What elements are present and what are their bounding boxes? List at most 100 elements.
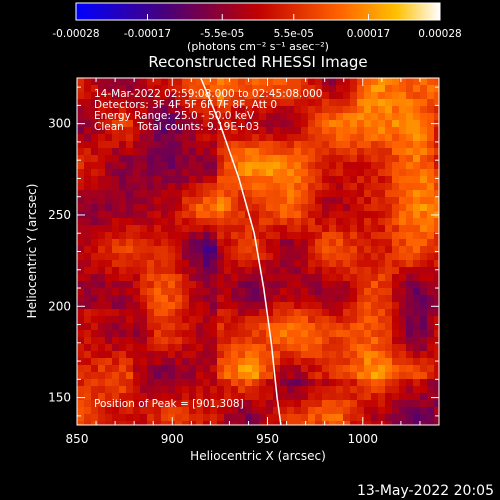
heatmap-cell xyxy=(252,295,260,303)
heatmap-cell xyxy=(322,190,330,198)
heatmap-cell xyxy=(154,218,162,226)
heatmap-cell xyxy=(294,274,302,282)
heatmap-cell xyxy=(315,372,323,380)
heatmap-cell xyxy=(322,232,330,240)
heatmap-cell xyxy=(161,211,169,219)
heatmap-cell xyxy=(147,372,155,380)
heatmap-cell xyxy=(280,323,288,331)
heatmap-cell xyxy=(357,267,365,275)
heatmap-cell xyxy=(266,281,274,289)
heatmap-cell xyxy=(189,232,197,240)
heatmap-cell xyxy=(238,106,246,114)
heatmap-cell xyxy=(357,225,365,233)
heatmap-cell xyxy=(126,148,134,156)
heatmap-cell xyxy=(154,274,162,282)
heatmap-cell xyxy=(196,246,204,254)
heatmap-cell xyxy=(105,190,113,198)
heatmap-cell xyxy=(266,225,274,233)
heatmap-cell xyxy=(98,379,106,387)
heatmap-cell xyxy=(364,260,372,268)
heatmap-cell xyxy=(413,407,421,415)
heatmap-cell xyxy=(350,386,358,394)
heatmap-cell xyxy=(252,148,260,156)
heatmap-cell xyxy=(280,120,288,128)
heatmap-cell xyxy=(294,232,302,240)
heatmap-cell xyxy=(84,148,92,156)
heatmap-cell xyxy=(350,99,358,107)
heatmap-cell xyxy=(315,106,323,114)
heatmap-cell xyxy=(175,141,183,149)
heatmap-cell xyxy=(224,183,232,191)
heatmap-cell xyxy=(378,183,386,191)
heatmap-cell xyxy=(322,141,330,149)
heatmap-cell xyxy=(434,246,439,254)
heatmap-cell xyxy=(168,337,176,345)
heatmap-cell xyxy=(175,400,183,408)
heatmap-cell xyxy=(112,106,120,114)
heatmap-cell xyxy=(273,120,281,128)
heatmap-cell xyxy=(175,302,183,310)
heatmap-cell xyxy=(315,414,323,422)
heatmap-cell xyxy=(126,85,134,93)
heatmap-cell xyxy=(112,127,120,135)
heatmap-cell xyxy=(133,176,141,184)
heatmap-cell xyxy=(140,211,148,219)
heatmap-cell xyxy=(105,197,113,205)
heatmap-cell xyxy=(315,365,323,373)
heatmap-cell xyxy=(231,330,239,338)
heatmap-cell xyxy=(168,92,176,100)
heatmap-cell xyxy=(245,190,253,198)
heatmap-cell xyxy=(343,155,351,163)
heatmap-cell xyxy=(245,218,253,226)
heatmap-cell xyxy=(420,267,428,275)
heatmap-cell xyxy=(119,204,127,212)
heatmap-cell xyxy=(371,295,379,303)
heatmap-cell xyxy=(357,78,365,86)
heatmap-cell xyxy=(378,127,386,135)
heatmap-cell xyxy=(189,309,197,317)
heatmap-cell xyxy=(378,281,386,289)
heatmap-cell xyxy=(182,78,190,86)
heatmap-cell xyxy=(119,274,127,282)
heatmap-cell xyxy=(154,85,162,93)
heatmap-cell xyxy=(98,302,106,310)
heatmap-cell xyxy=(98,162,106,170)
heatmap-cell xyxy=(364,239,372,247)
heatmap-cell xyxy=(231,176,239,184)
heatmap-cell xyxy=(399,295,407,303)
heatmap-cell xyxy=(420,288,428,296)
heatmap-cell xyxy=(84,365,92,373)
heatmap-cell xyxy=(238,372,246,380)
heatmap-cell xyxy=(392,183,400,191)
heatmap-cell xyxy=(77,78,85,86)
heatmap-cell xyxy=(112,120,120,128)
heatmap-cell xyxy=(161,106,169,114)
heatmap-cell xyxy=(322,239,330,247)
heatmap-cell xyxy=(287,92,295,100)
heatmap-cell xyxy=(175,78,183,86)
heatmap-cell xyxy=(287,113,295,121)
heatmap-cell xyxy=(77,225,85,233)
heatmap-cell xyxy=(343,400,351,408)
heatmap-cell xyxy=(399,386,407,394)
heatmap-cell xyxy=(294,316,302,324)
heatmap-cell xyxy=(343,134,351,142)
heatmap-cell xyxy=(77,295,85,303)
heatmap-cell xyxy=(175,344,183,352)
heatmap-cell xyxy=(336,211,344,219)
heatmap-cell xyxy=(406,232,414,240)
heatmap-cell xyxy=(399,190,407,198)
heatmap-cell xyxy=(308,92,316,100)
heatmap-cell xyxy=(238,400,246,408)
heatmap-cell xyxy=(378,113,386,121)
heatmap-cell xyxy=(196,127,204,135)
heatmap-cell xyxy=(119,421,127,425)
heatmap-cell xyxy=(392,372,400,380)
heatmap-cell xyxy=(140,407,148,415)
heatmap-cell xyxy=(385,351,393,359)
heatmap-cell xyxy=(343,246,351,254)
heatmap-cell xyxy=(343,225,351,233)
heatmap-cell xyxy=(238,393,246,401)
heatmap-cell xyxy=(350,218,358,226)
heatmap-cell xyxy=(84,260,92,268)
